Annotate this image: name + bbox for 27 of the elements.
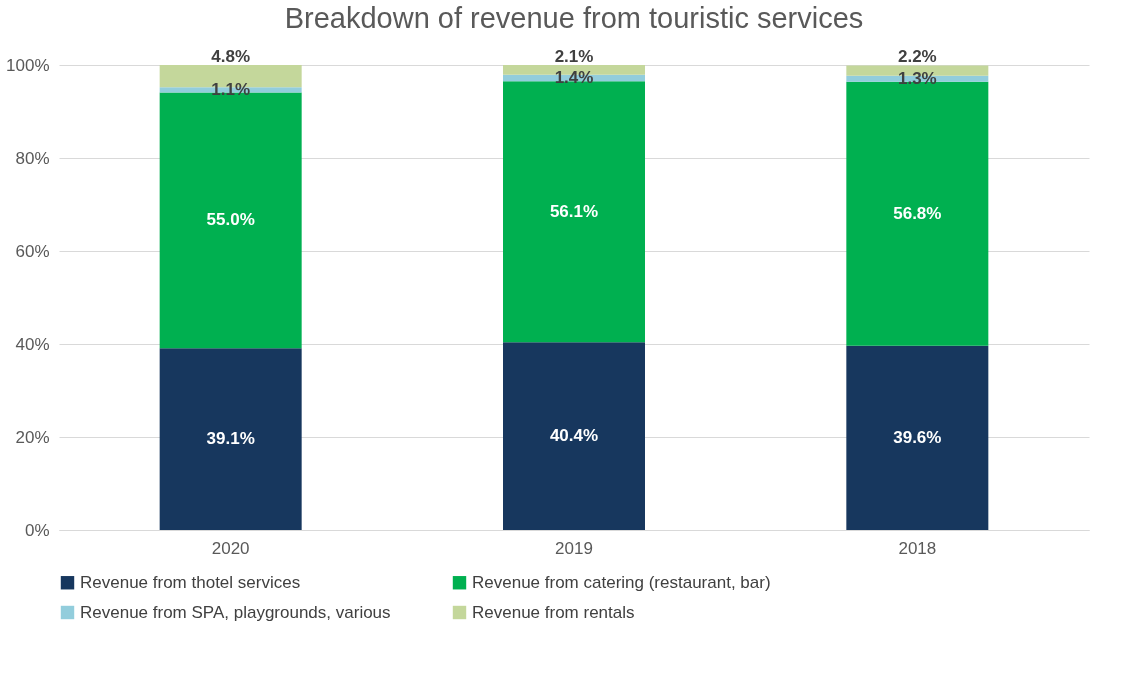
data-label: 4.8%	[211, 47, 251, 66]
data-label: 39.6%	[893, 427, 942, 447]
data-label: 56.8%	[893, 203, 942, 223]
y-tick-label: 20%	[15, 427, 50, 447]
x-tick-label: 2018	[898, 538, 937, 558]
legend-label: Revenue from rentals	[472, 602, 635, 622]
y-tick-label: 60%	[15, 241, 50, 261]
data-label: 55.0%	[206, 210, 255, 230]
x-tick-label: 2020	[211, 538, 250, 558]
y-tick-label: 100%	[6, 55, 50, 75]
y-tick-label: 80%	[15, 148, 50, 168]
bar	[159, 348, 302, 530]
bar	[503, 342, 645, 530]
data-label: 40.4%	[549, 426, 599, 446]
legend-label: Revenue from SPA, playgrounds, various	[80, 602, 391, 622]
bar	[503, 81, 645, 343]
data-label: 2.2%	[897, 47, 937, 67]
y-tick-label: 40%	[15, 334, 50, 354]
legend-label: Revenue from catering (restaurant, bar)	[472, 572, 771, 592]
bar	[846, 345, 989, 530]
x-tick-label: 2019	[555, 538, 593, 558]
chart-title: Breakdown of revenue from touristic services	[284, 2, 864, 34]
data-label: 56.1%	[549, 201, 599, 221]
data-label: 2.1%	[554, 47, 594, 66]
y-tick-label: 0%	[24, 520, 50, 540]
legend-label: Revenue from thotel services	[80, 572, 301, 592]
data-label: 39.1%	[206, 429, 255, 449]
